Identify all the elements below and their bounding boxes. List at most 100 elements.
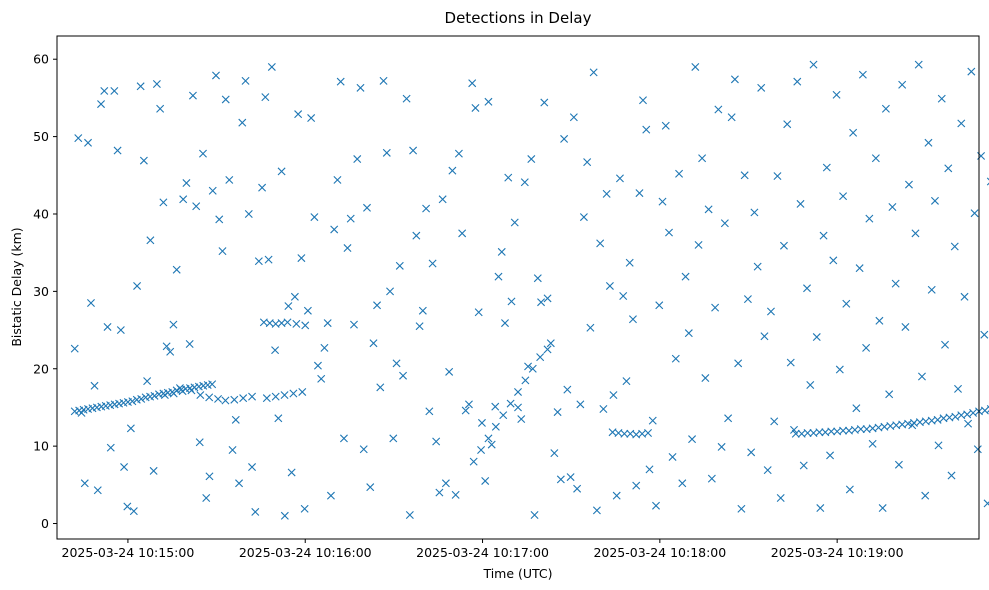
data-point: [458, 229, 467, 238]
data-point: [514, 387, 522, 396]
data-point: [228, 446, 237, 454]
data-point: [283, 318, 292, 327]
data-point: [969, 408, 978, 417]
data-point: [262, 394, 271, 403]
data-point: [310, 213, 319, 222]
data-point: [528, 364, 537, 373]
data-point: [93, 486, 102, 495]
data-point: [665, 228, 673, 237]
data-point: [271, 346, 280, 355]
data-point: [166, 347, 175, 356]
data-point: [563, 385, 572, 394]
data-point: [875, 316, 884, 325]
data-point: [743, 295, 752, 304]
data-point: [294, 110, 303, 119]
data-point: [267, 62, 276, 71]
data-point: [540, 98, 549, 107]
data-point: [648, 416, 657, 425]
data-point: [484, 434, 493, 443]
data-point: [422, 204, 431, 213]
data-point: [504, 173, 513, 182]
data-point: [330, 225, 339, 234]
data-point: [576, 400, 585, 409]
data-point: [668, 452, 677, 461]
data-point: [244, 209, 253, 218]
data-point: [386, 287, 395, 296]
data-point: [615, 174, 624, 183]
data-point: [84, 138, 93, 147]
data-point: [77, 408, 86, 417]
data-point: [175, 384, 184, 393]
data-point: [143, 377, 152, 386]
data-point: [469, 457, 478, 466]
data-point: [264, 255, 273, 264]
data-point: [717, 442, 726, 451]
data-point: [445, 367, 454, 376]
data-point: [770, 417, 779, 426]
data-point: [70, 344, 79, 353]
data-point: [642, 125, 651, 134]
data-point: [97, 100, 106, 109]
data-point: [933, 415, 942, 424]
data-point: [215, 215, 224, 224]
x-axis-ticks: 2025-03-24 10:15:00 2025-03-24 10:16:00 20…: [62, 539, 904, 560]
data-point: [947, 471, 956, 480]
data-point: [248, 392, 257, 401]
data-point: [261, 93, 270, 102]
data-point: [435, 488, 444, 497]
data-point: [954, 384, 963, 393]
y-tick-label: 20: [33, 361, 49, 376]
data-point: [428, 259, 437, 268]
data-point: [359, 445, 368, 454]
data-point: [914, 60, 923, 69]
data-point: [868, 439, 877, 448]
data-point: [527, 155, 536, 164]
data-point: [221, 95, 230, 104]
data-point: [543, 345, 552, 354]
data-point: [803, 284, 812, 293]
data-point: [773, 172, 782, 181]
data-point: [507, 297, 516, 306]
data-point: [556, 475, 565, 484]
data-point: [783, 120, 792, 129]
data-point: [986, 177, 989, 186]
data-point: [366, 483, 375, 492]
data-point: [353, 155, 362, 164]
data-point: [491, 422, 500, 431]
data-point: [790, 425, 798, 434]
data-point: [451, 490, 460, 499]
data-point: [287, 468, 296, 477]
data-point: [701, 374, 710, 383]
data-point: [793, 77, 802, 86]
data-point: [536, 353, 545, 362]
data-point: [589, 68, 598, 77]
data-point: [645, 465, 654, 474]
data-point: [865, 214, 874, 223]
data-point: [402, 94, 411, 103]
data-point: [827, 427, 836, 436]
data-point: [454, 149, 463, 158]
data-point: [120, 463, 129, 472]
data-point: [628, 315, 637, 324]
data-point: [809, 60, 818, 69]
data-point: [796, 199, 805, 208]
data-point: [737, 504, 746, 513]
data-point: [658, 197, 667, 206]
data-point: [908, 421, 917, 430]
data-point: [392, 359, 401, 368]
data-point: [350, 320, 358, 329]
data-point: [698, 154, 707, 163]
data-point: [280, 511, 289, 520]
data-point: [106, 443, 115, 452]
data-point: [911, 229, 920, 238]
y-tick-label: 10: [33, 439, 49, 454]
data-point: [389, 434, 398, 443]
data-point: [891, 279, 900, 288]
data-point: [187, 386, 196, 395]
data-point: [501, 319, 509, 328]
data-point: [196, 391, 205, 400]
data-point: [221, 396, 230, 405]
data-point: [937, 94, 946, 103]
data-point: [494, 272, 503, 281]
data-point: [297, 254, 306, 263]
